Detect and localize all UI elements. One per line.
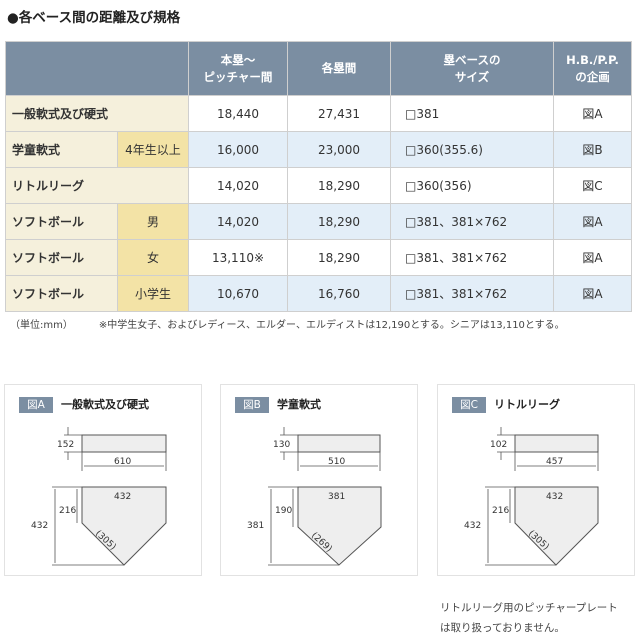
figure-card-b: 図B 学童軟式 130 510 381 190 381 (269) — [221, 385, 417, 575]
home-plate-width-label: 432 — [114, 492, 131, 502]
base-size: □381、381×762 — [390, 203, 554, 240]
pitch-distance: 14,020 — [188, 203, 288, 240]
table-note: （単位:mm） ※中学生女子、およびレディース、エルダー、エルディストは12,19… — [10, 316, 565, 331]
figure-ref: 図B — [553, 131, 632, 168]
figure-title: 一般軟式及び硬式 — [61, 398, 149, 411]
row-sublabel: 女 — [117, 239, 189, 276]
figure-ref: 図C — [553, 167, 632, 204]
pitch-distance: 13,110※ — [188, 239, 288, 276]
figure-ref: 図A — [553, 275, 632, 312]
figure-ref: 図A — [553, 203, 632, 240]
home-plate-total-label: 432 — [464, 521, 481, 531]
pitch-distance: 10,670 — [188, 275, 288, 312]
figure-badge: 図A — [19, 397, 53, 413]
row-sublabel: 男 — [117, 203, 189, 240]
plate-height-label: 130 — [273, 440, 290, 450]
figure-card-c: 図C リトルリーグ 102 457 432 216 432 (305) — [438, 385, 634, 575]
plate-width-label: 510 — [328, 457, 345, 467]
row-sublabel: 4年生以上 — [117, 131, 189, 168]
figure-c-diagram: 102 457 432 216 432 (305) — [464, 427, 599, 566]
pitcher-plate-shape — [514, 434, 599, 453]
table-row: 一般軟式及び硬式 18,440 27,431 □381 図A — [5, 95, 632, 132]
base-distance: 18,290 — [287, 167, 391, 204]
row-label: 一般軟式及び硬式 — [5, 95, 189, 132]
page-title: ●各ベース間の距離及び規格 — [7, 10, 181, 26]
base-distance: 27,431 — [287, 95, 391, 132]
pitch-distance: 18,440 — [188, 95, 288, 132]
table-header-row: 本塁〜ピッチャー間 各塁間 塁ベースのサイズ H.B./P.P. の企画 — [5, 41, 632, 96]
unit-note: （単位:mm） — [10, 320, 73, 331]
figure-ref: 図A — [553, 239, 632, 276]
base-distance: 18,290 — [287, 203, 391, 240]
header-hbpp-line1: H.B./P.P. — [566, 52, 619, 67]
home-plate-shape — [81, 486, 167, 566]
table-row: ソフトボール 男 14,020 18,290 □381、381×762 図A — [5, 203, 632, 240]
header-empty-cell — [5, 41, 189, 96]
row-label: ソフトボール — [5, 203, 118, 240]
spec-table: 本塁〜ピッチャー間 各塁間 塁ベースのサイズ H.B./P.P. の企画 一般軟式… — [5, 41, 632, 312]
home-plate-total-label: 381 — [247, 521, 264, 531]
table-row: ソフトボール 小学生 10,670 16,760 □381、381×762 図A — [5, 275, 632, 312]
home-plate-side-label: 216 — [492, 506, 509, 516]
footnote-line2: は取り扱っておりません。 — [440, 622, 565, 634]
plate-height-label: 152 — [57, 440, 74, 450]
home-plate-total-label: 432 — [31, 521, 48, 531]
row-label: リトルリーグ — [5, 167, 189, 204]
table-row: 学童軟式 4年生以上 16,000 23,000 □360(355.6) 図B — [5, 131, 632, 168]
header-hbpp-line2: の企画 — [575, 69, 610, 84]
pitcher-plate-shape — [297, 434, 381, 453]
home-plate-shape — [514, 486, 599, 566]
pitcher-plate-shape — [81, 434, 167, 453]
base-distance: 18,290 — [287, 239, 391, 276]
header-hbpp: H.B./P.P. の企画 — [553, 41, 632, 96]
base-size: □381 — [390, 95, 554, 132]
row-label: ソフトボール — [5, 239, 118, 276]
figure-title: リトルリーグ — [494, 398, 560, 411]
little-league-footnote: リトルリーグ用のピッチャープレート は取り扱っておりません。 — [440, 598, 640, 638]
figure-a-diagram: 152 610 432 216 432 (305) — [31, 427, 167, 566]
header-pitch-line2: ピッチャー間 — [203, 69, 273, 84]
header-pitch: 本塁〜 ピッチャー間 — [188, 41, 288, 96]
base-size: □360(356) — [390, 167, 554, 204]
table-row: ソフトボール 女 13,110※ 18,290 □381、381×762 図A — [5, 239, 632, 276]
asterisk-note: ※中学生女子、およびレディース、エルダー、エルディストは12,190とする。シニ… — [98, 320, 565, 331]
figure-card-a: 図A 一般軟式及び硬式 152 610 432 216 432 (305) — [5, 385, 201, 575]
row-sublabel: 小学生 — [117, 275, 189, 312]
base-distance: 23,000 — [287, 131, 391, 168]
base-distance: 16,760 — [287, 275, 391, 312]
row-label: ソフトボール — [5, 275, 118, 312]
header-size-line2: サイズ — [454, 69, 490, 84]
row-label: 学童軟式 — [5, 131, 118, 168]
home-plate-width-label: 381 — [328, 492, 345, 502]
header-size: 塁ベースの サイズ — [390, 41, 554, 96]
footnote-line1: リトルリーグ用のピッチャープレート — [440, 602, 618, 614]
pitch-distance: 14,020 — [188, 167, 288, 204]
base-size: □360(355.6) — [390, 131, 554, 168]
plate-height-label: 102 — [490, 440, 507, 450]
plate-width-label: 457 — [546, 457, 563, 467]
figure-badge: 図C — [452, 397, 486, 413]
base-size: □381、381×762 — [390, 275, 554, 312]
figure-title: 学童軟式 — [277, 398, 321, 411]
home-plate-side-label: 216 — [59, 506, 76, 516]
home-plate-side-label: 190 — [275, 506, 292, 516]
figure-badge: 図B — [235, 397, 269, 413]
pitch-distance: 16,000 — [188, 131, 288, 168]
base-size: □381、381×762 — [390, 239, 554, 276]
table-row: リトルリーグ 14,020 18,290 □360(356) 図C — [5, 167, 632, 204]
home-plate-shape — [297, 486, 382, 566]
home-plate-width-label: 432 — [546, 492, 563, 502]
header-base: 各塁間 — [287, 41, 391, 96]
header-pitch-line1: 本塁〜 — [220, 52, 256, 67]
figure-ref: 図A — [553, 95, 632, 132]
header-size-line1: 塁ベースの — [443, 52, 501, 67]
plate-width-label: 610 — [114, 457, 131, 467]
figure-b-diagram: 130 510 381 190 381 (269) — [247, 427, 382, 566]
